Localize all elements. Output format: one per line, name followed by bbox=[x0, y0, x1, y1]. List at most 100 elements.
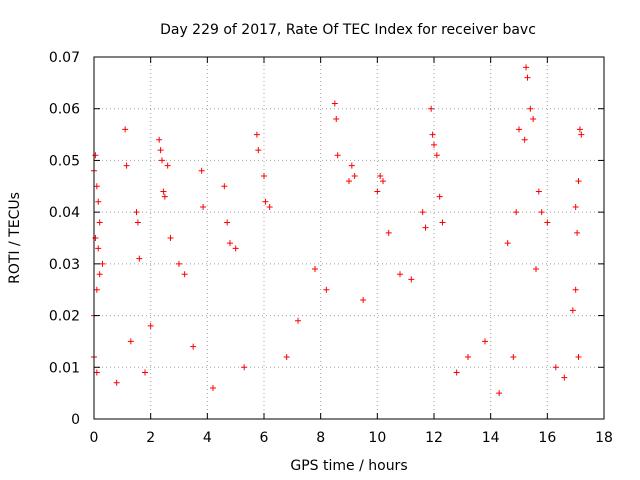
data-point bbox=[227, 240, 233, 247]
data-point bbox=[261, 172, 267, 179]
data-point bbox=[190, 343, 197, 350]
data-point bbox=[429, 131, 436, 138]
data-point bbox=[96, 271, 103, 278]
data-point bbox=[136, 255, 143, 262]
data-point bbox=[92, 235, 99, 241]
data-point bbox=[210, 384, 216, 391]
data-point bbox=[465, 353, 471, 360]
data-point bbox=[377, 172, 384, 179]
data-point bbox=[92, 152, 99, 159]
data-point bbox=[360, 297, 367, 304]
x-tick-label: 6 bbox=[260, 430, 269, 446]
data-point bbox=[200, 203, 207, 210]
data-point bbox=[428, 105, 435, 112]
y-tick-label: 0.05 bbox=[49, 153, 80, 169]
data-point bbox=[453, 369, 460, 376]
data-point bbox=[312, 266, 318, 273]
data-point bbox=[516, 126, 522, 133]
data-point bbox=[167, 235, 174, 241]
data-point bbox=[176, 260, 182, 267]
data-point bbox=[572, 286, 579, 293]
data-point bbox=[422, 224, 429, 231]
data-point bbox=[513, 209, 520, 216]
y-tick-label: 0 bbox=[71, 412, 80, 428]
x-tick-label: 14 bbox=[482, 430, 500, 446]
x-tick-label: 12 bbox=[425, 430, 443, 446]
data-point bbox=[232, 245, 239, 252]
data-point bbox=[95, 245, 102, 252]
data-point bbox=[575, 178, 582, 185]
data-point bbox=[93, 369, 100, 376]
data-point bbox=[538, 209, 545, 216]
data-point bbox=[436, 193, 443, 200]
data-point bbox=[323, 286, 330, 293]
data-point bbox=[113, 379, 120, 386]
data-point bbox=[295, 317, 301, 324]
data-point bbox=[348, 162, 355, 169]
data-point bbox=[134, 219, 141, 226]
data-points bbox=[91, 64, 585, 397]
data-point bbox=[99, 260, 106, 267]
data-point bbox=[385, 229, 392, 236]
y-tick-label: 0.04 bbox=[49, 205, 80, 221]
data-point bbox=[408, 276, 415, 283]
data-point bbox=[523, 64, 530, 71]
plot-frame bbox=[93, 56, 605, 420]
data-point bbox=[510, 353, 517, 360]
data-point bbox=[241, 364, 248, 371]
data-point bbox=[578, 131, 585, 138]
data-point bbox=[224, 219, 231, 226]
data-point bbox=[262, 198, 269, 205]
x-tick-label: 2 bbox=[146, 430, 155, 446]
data-point bbox=[576, 126, 583, 133]
x-tick-label: 8 bbox=[316, 430, 325, 446]
data-point bbox=[253, 131, 260, 138]
data-point bbox=[572, 203, 579, 210]
x-tick-label: 4 bbox=[203, 430, 212, 446]
data-point bbox=[334, 152, 341, 159]
data-point bbox=[221, 183, 228, 190]
data-point bbox=[266, 203, 273, 210]
data-point bbox=[159, 157, 165, 164]
data-point bbox=[133, 209, 140, 216]
y-tick-label: 0.07 bbox=[49, 50, 80, 66]
data-point bbox=[504, 240, 511, 247]
data-point bbox=[156, 136, 163, 143]
data-point bbox=[496, 390, 503, 397]
data-point bbox=[93, 183, 100, 190]
data-point bbox=[433, 152, 440, 159]
data-point bbox=[575, 353, 582, 360]
data-point bbox=[198, 167, 205, 174]
data-point bbox=[123, 162, 130, 169]
y-tick-label: 0.03 bbox=[49, 257, 80, 273]
data-point bbox=[164, 162, 171, 169]
data-point bbox=[533, 266, 539, 273]
data-point bbox=[530, 116, 537, 123]
data-point bbox=[157, 147, 164, 154]
data-point bbox=[524, 74, 531, 81]
grid-lines bbox=[94, 57, 604, 419]
data-point bbox=[351, 172, 358, 179]
data-point bbox=[535, 188, 542, 195]
data-point bbox=[127, 338, 134, 345]
data-point bbox=[333, 116, 340, 123]
y-axis-label: ROTI / TECUs bbox=[7, 192, 23, 284]
y-tick-label: 0.06 bbox=[49, 102, 80, 118]
x-axis-label: GPS time / hours bbox=[290, 458, 407, 474]
data-point bbox=[331, 100, 338, 107]
data-point bbox=[161, 193, 168, 200]
data-point bbox=[419, 209, 426, 216]
axis-ticks: 0 2 4 6 8 10 12 14 16 18 0 0.01 0.02 0.03 0.04 0.05 0.06… bbox=[49, 50, 613, 446]
data-point bbox=[439, 219, 446, 226]
data-point bbox=[255, 147, 262, 154]
data-point bbox=[95, 198, 102, 205]
y-tick-label: 0.01 bbox=[49, 360, 80, 376]
data-point bbox=[569, 307, 576, 314]
data-point bbox=[96, 219, 103, 226]
data-point bbox=[380, 178, 386, 185]
x-tick-label: 0 bbox=[90, 430, 99, 446]
data-point bbox=[482, 338, 488, 345]
data-point bbox=[147, 322, 154, 329]
data-point bbox=[527, 105, 534, 112]
